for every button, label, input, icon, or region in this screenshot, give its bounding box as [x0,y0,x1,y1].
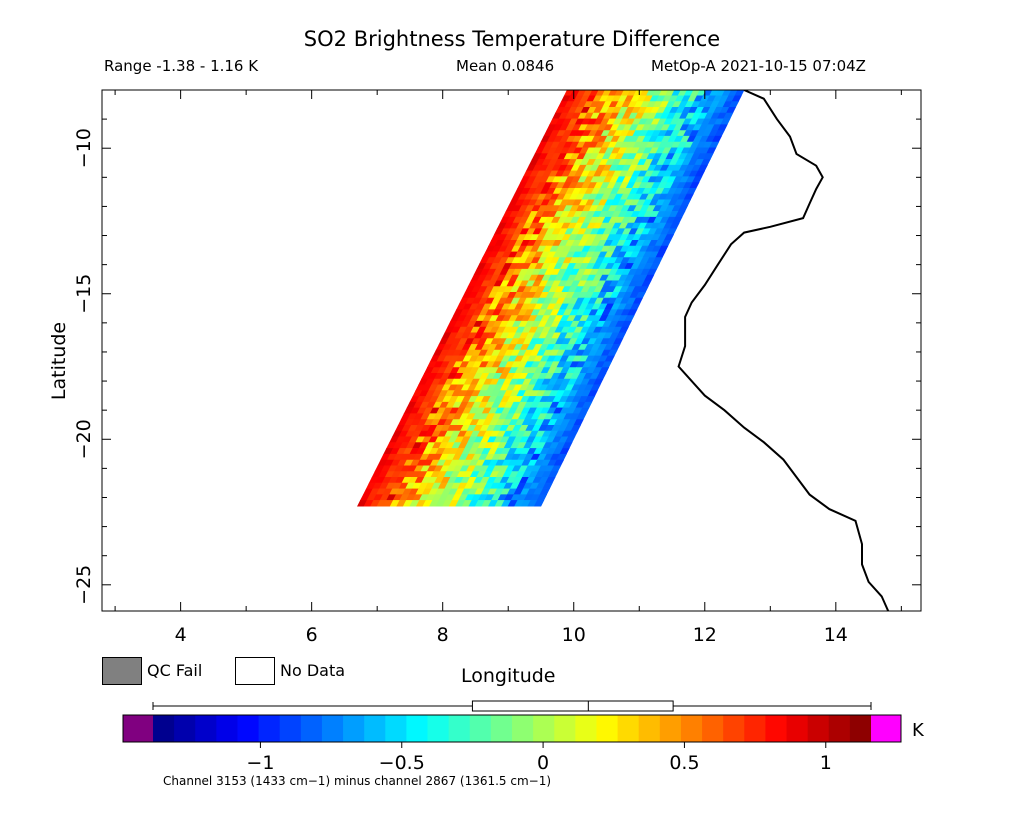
colorbar-tick-label: −0.5 [379,752,425,774]
colorbar-bin [533,715,555,742]
colorbar-bin [469,715,492,742]
channel-footnote: Channel 3153 (1433 cm−1) minus channel 2… [163,774,552,788]
x-axis-label: Longitude [461,665,556,687]
colorbar-over-swatch [871,715,901,742]
boxplot-box [471,700,674,712]
swath-heatmap [357,90,745,507]
colorbar-bin [596,715,619,742]
mean-text: Mean 0.0846 [456,57,555,75]
satellite-time-text: MetOp-A 2021-10-15 07:04Z [651,57,866,75]
colorbar-tick-label: −1 [246,752,274,774]
colorbar-bin [427,715,450,742]
x-tick-label: 8 [437,624,449,646]
colorbar-bin [765,715,788,742]
x-tick-label: 10 [562,624,586,646]
colorbar-bin [659,715,682,742]
colorbar-bin [680,715,703,742]
qc-fail-swatch [102,657,142,685]
chart-title: SO2 Brightness Temperature Difference [303,27,721,51]
colorbar-border [122,714,902,743]
colorbar-bin [258,715,281,742]
colorbar-bin [406,715,429,742]
colorbar-bin [617,715,640,742]
x-tick-label: 14 [824,624,848,646]
y-axis-label: Latitude [48,321,70,401]
colorbar-tick-label: 0 [537,752,549,774]
colorbar-bin [512,715,534,742]
coastline-line [677,90,890,611]
y-tick-label: −20 [73,419,95,459]
colorbar-bin [575,715,598,742]
y-tick-label: −10 [73,128,95,168]
colorbar-tick-label: 1 [820,752,832,774]
colorbar-bin [702,715,724,742]
colorbar-bin [279,715,302,742]
colorbar-bin [174,715,196,742]
range-text: Range -1.38 - 1.16 K [104,57,259,75]
colorbar-bin [638,715,661,742]
colorbar-unit-label: K [912,720,924,741]
x-tick-label: 12 [693,624,717,646]
x-tick-label: 6 [306,624,318,646]
colorbar-bin [786,715,809,742]
colorbar-bin [448,715,471,742]
y-tick-label: −15 [73,274,95,314]
colorbar-bin [554,715,576,742]
colorbar-bin [343,715,365,742]
colorbar-bin [195,715,217,742]
colorbar-bin [300,715,323,742]
colorbar-tick-label: 0.5 [669,752,699,774]
colorbar-bin [321,715,344,742]
colorbar-boxplot [152,700,872,712]
colorbar-under-swatch [123,715,153,742]
y-axis: −10 −15 −20 −25 [73,118,921,605]
colorbar [122,714,902,743]
colorbar-bin [364,715,386,742]
colorbar-bin [153,715,175,742]
x-axis: 4 6 8 10 12 14 [114,90,902,646]
colorbar-bin [490,715,513,742]
colorbar-bin [828,715,851,742]
no-data-swatch [235,657,275,685]
y-tick-label: −25 [73,565,95,605]
no-data-label: No Data [280,661,346,680]
colorbar-bin [216,715,239,742]
colorbar-bin [849,715,872,742]
plot-border [101,89,922,612]
colorbar-bin [723,715,745,742]
colorbar-bin [807,715,830,742]
swath-cell [533,500,545,507]
colorbar-ticks: −1 −0.5 0 0.5 1 [246,742,832,774]
x-tick-label: 4 [175,624,187,646]
colorbar-bin [744,715,767,742]
colorbar-bin [385,715,408,742]
colorbar-bin [237,715,260,742]
qc-fail-label: QC Fail [147,661,203,680]
